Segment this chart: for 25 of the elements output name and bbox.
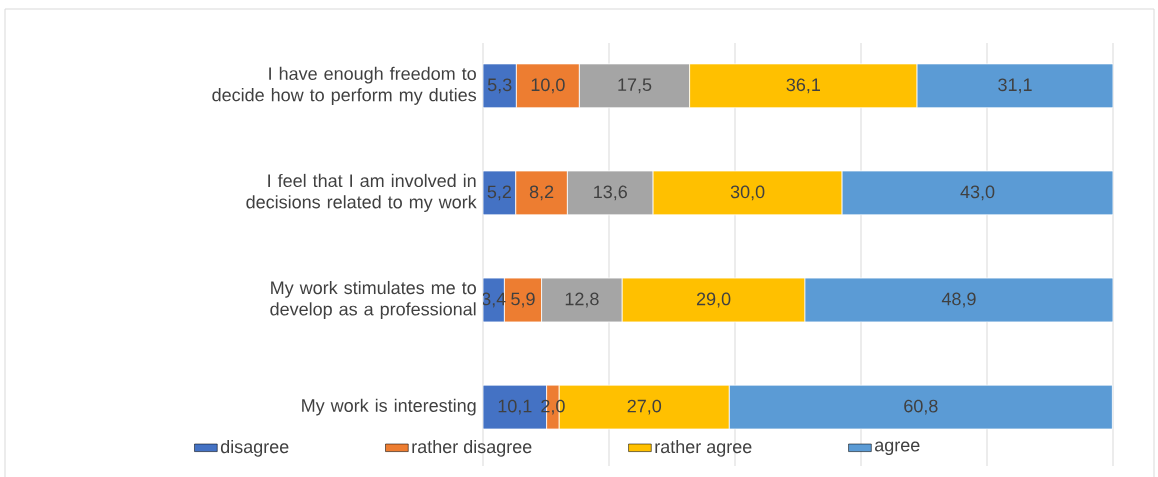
data-label: 29,0 <box>696 292 731 308</box>
legend-label: agree <box>875 441 920 456</box>
data-label: 5,3 <box>487 78 512 94</box>
data-label: 10,1 <box>498 399 532 415</box>
data-label: 12,8 <box>565 292 599 308</box>
legend-label: rather disagree <box>412 439 532 457</box>
y-tick-label: My work is interesting <box>302 398 476 416</box>
data-label: 27,0 <box>627 399 662 415</box>
data-label: 5,9 <box>511 292 535 308</box>
y-tick-label: I feel that I am involved in decisions related to my work <box>246 173 477 212</box>
data-label: 36,1 <box>786 78 820 94</box>
data-label: 10,0 <box>531 78 565 94</box>
data-label: 30,0 <box>730 185 765 201</box>
data-label: 48,9 <box>941 292 976 308</box>
legend-label: disagree <box>220 439 289 457</box>
data-label: 17,5 <box>618 78 652 94</box>
y-tick-label: My work stimulates me to develop as a professional <box>270 280 476 320</box>
y-tick-label: I have enough freedom to decide how to perform my duties <box>212 66 477 105</box>
data-label: 5,2 <box>487 185 511 201</box>
data-label: 43,0 <box>960 185 995 201</box>
data-label: 13,6 <box>594 185 627 201</box>
data-label: 31,1 <box>998 78 1032 94</box>
legend-label: rather agree <box>655 439 752 457</box>
data-label: 8,2 <box>529 185 554 201</box>
data-label: 60,8 <box>904 399 938 415</box>
